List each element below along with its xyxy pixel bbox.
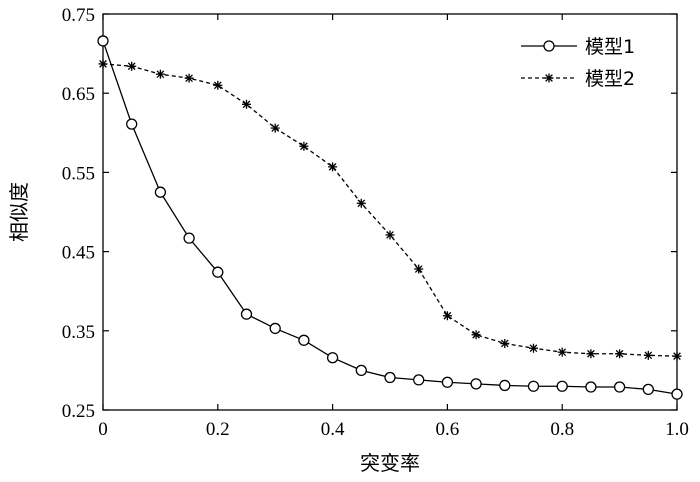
series-2-point <box>356 198 366 208</box>
series-1-point <box>642 383 654 396</box>
series-layer <box>97 35 683 400</box>
series-2-point <box>184 73 194 83</box>
series-1-point <box>126 118 138 130</box>
series-1-point <box>441 376 454 388</box>
y-tick-label: 0.25 <box>62 401 95 422</box>
series-1-point <box>154 186 167 198</box>
legend-item-1: 模型1 <box>521 36 635 58</box>
series-2-point <box>414 264 424 274</box>
series-2-point <box>242 99 251 109</box>
series-1-point <box>183 232 195 244</box>
y-tick-label: 0.75 <box>62 5 95 26</box>
x-axis-label: 突变率 <box>360 451 420 475</box>
series-2-point <box>529 343 538 353</box>
series-1-point <box>671 388 683 400</box>
series-1-point <box>384 371 396 384</box>
series-2-point <box>385 230 395 240</box>
series-2-point <box>270 123 280 133</box>
series-1-point <box>355 364 367 377</box>
y-tick-label: 0.55 <box>62 163 95 184</box>
series-1-point <box>212 266 224 278</box>
x-tick-label: 0 <box>98 419 108 440</box>
y-tick-label: 0.35 <box>62 322 95 343</box>
series-2-point <box>213 80 223 90</box>
series-1 <box>97 35 683 400</box>
x-tick-label: 0.2 <box>206 419 230 440</box>
x-tick-label: 0.6 <box>436 419 460 440</box>
series-2-line <box>102 63 678 357</box>
series-2-point <box>328 162 338 172</box>
series-2-point <box>557 347 567 357</box>
x-tick-label: 0.8 <box>550 419 574 440</box>
y-axis-label: 相似度 <box>7 182 31 242</box>
plot-frame <box>102 13 678 411</box>
x-tick-label: 0.4 <box>321 419 345 440</box>
y-axis: 0.25 0.35 0.45 0.55 0.65 0.75 <box>62 5 677 422</box>
series-1-point <box>470 378 482 390</box>
series-2 <box>98 59 682 361</box>
series-2-point <box>471 330 481 340</box>
legend-label: 模型1 <box>585 36 635 58</box>
y-tick-label: 0.65 <box>62 84 95 105</box>
series-1-line <box>102 40 678 395</box>
series-1-point <box>613 381 626 393</box>
legend-marker <box>544 73 554 83</box>
series-2-point <box>643 350 653 360</box>
series-1-point <box>527 380 540 392</box>
series-1-point <box>326 352 339 364</box>
x-tick-label: 1.0 <box>665 419 689 440</box>
legend-label: 模型2 <box>585 68 635 90</box>
series-1-point <box>269 322 281 335</box>
series-2-point <box>586 349 596 359</box>
series-2-point <box>127 61 137 71</box>
series-1-point <box>556 380 568 392</box>
series-2-point <box>442 311 452 321</box>
series-2-point <box>98 59 108 69</box>
y-tick-label: 0.45 <box>62 243 95 264</box>
series-2-point <box>615 349 625 359</box>
series-1-point <box>585 381 597 393</box>
legend-marker <box>543 40 555 52</box>
series-2-point <box>299 141 309 151</box>
series-2-point <box>672 351 682 361</box>
series-1-point <box>413 374 425 386</box>
series-1-point <box>298 334 310 346</box>
x-axis: 0 0.2 0.4 0.6 0.8 1.0 <box>98 14 689 440</box>
series-2-point <box>500 338 510 348</box>
series-2-point <box>155 69 165 79</box>
legend-item-2: 模型2 <box>521 68 635 90</box>
series-1-point <box>499 379 511 392</box>
series-1-point <box>240 308 253 320</box>
series-1-point <box>97 35 109 47</box>
